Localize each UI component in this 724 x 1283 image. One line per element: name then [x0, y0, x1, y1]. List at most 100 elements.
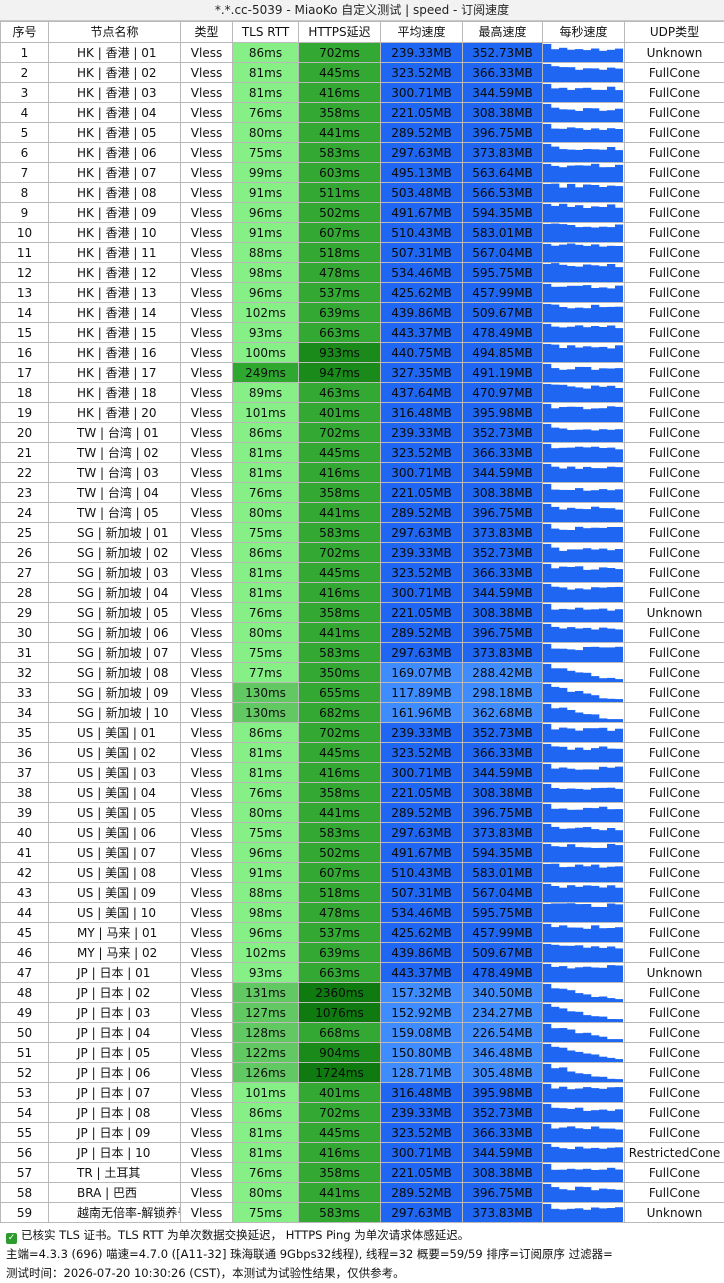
cell-per-second-speed [543, 263, 625, 283]
cell-index: 52 [1, 1063, 49, 1083]
cell-tls-rtt: 96ms [233, 843, 299, 863]
sparkline-bar [591, 108, 599, 122]
sparkline-bar [551, 788, 559, 802]
sparkline-bar [559, 88, 567, 102]
sparkline-bar [615, 1207, 623, 1222]
cell-index: 42 [1, 863, 49, 883]
cell-type: Vless [181, 63, 233, 83]
sparkline-bar [575, 88, 583, 102]
sparkline-bar [599, 628, 607, 642]
cell-node-name: SG | 新加坡 | 03 [49, 563, 181, 583]
sparkline-bar [543, 284, 551, 302]
sparkline-bar [591, 1016, 599, 1022]
cell-https-latency: 511ms [299, 183, 381, 203]
cell-type: Vless [181, 943, 233, 963]
sparkline-bar [567, 627, 575, 642]
cell-udp-type: FullCone [625, 943, 724, 963]
speed-sparkline [543, 363, 623, 382]
cell-https-latency: 663ms [299, 323, 381, 343]
cell-tls-rtt: 75ms [233, 823, 299, 843]
sparkline-bar [575, 1108, 583, 1122]
cell-max-speed: 563.64MB [463, 163, 543, 183]
cell-node-name: HK | 香港 | 07 [49, 163, 181, 183]
sparkline-bar [551, 263, 559, 282]
sparkline-bar [551, 1047, 559, 1062]
sparkline-bar [615, 1170, 623, 1183]
sparkline-bar [543, 804, 551, 822]
sparkline-bar [583, 1210, 591, 1222]
cell-type: Vless [181, 1043, 233, 1063]
sparkline-bar [615, 927, 623, 942]
cell-node-name: TW | 台湾 | 04 [49, 483, 181, 503]
cell-https-latency: 607ms [299, 223, 381, 243]
cell-udp-type: FullCone [625, 843, 724, 863]
cell-avg-speed: 439.86MB [381, 303, 463, 323]
speed-sparkline [543, 803, 623, 822]
sparkline-bar [559, 167, 567, 182]
speed-sparkline [543, 423, 623, 442]
sparkline-bar [615, 629, 623, 642]
sparkline-bar [583, 929, 591, 942]
cell-tls-rtt: 88ms [233, 883, 299, 903]
sparkline-bar [575, 828, 583, 842]
sparkline-bar [567, 1072, 575, 1083]
sparkline-bar [567, 885, 575, 902]
cell-tls-rtt: 128ms [233, 1023, 299, 1043]
cell-per-second-speed [543, 1163, 625, 1183]
sparkline-bar [607, 288, 615, 302]
cell-node-name: HK | 香港 | 16 [49, 343, 181, 363]
sparkline-bar [591, 1190, 599, 1202]
sparkline-bar [575, 527, 583, 542]
sparkline-bar [583, 848, 591, 863]
sparkline-bar [615, 904, 623, 922]
cell-https-latency: 502ms [299, 203, 381, 223]
cell-udp-type: FullCone [625, 503, 724, 523]
footer-tls-note: 已核实 TLS 证书。TLS RTT 为单次数据交换延迟， HTTPS Ping… [21, 1228, 469, 1242]
sparkline-bar [543, 64, 551, 82]
sparkline-bar [583, 1074, 591, 1082]
sparkline-bar [591, 1127, 599, 1143]
cell-index: 20 [1, 423, 49, 443]
sparkline-bar [591, 587, 599, 602]
sparkline-bar [551, 428, 559, 442]
cell-per-second-speed [543, 863, 625, 883]
sparkline-bar [543, 484, 551, 502]
cell-avg-speed: 437.64MB [381, 383, 463, 403]
cell-node-name: TW | 台湾 | 02 [49, 443, 181, 463]
sparkline-bar [615, 999, 623, 1002]
sparkline-bar [567, 1089, 575, 1102]
sparkline-bar [583, 808, 591, 822]
sparkline-bar [607, 844, 615, 862]
sparkline-bar [615, 1039, 623, 1042]
sparkline-bar [567, 968, 575, 982]
sparkline-bar [551, 846, 559, 862]
sparkline-bar [543, 704, 551, 722]
sparkline-bar [551, 886, 559, 902]
cell-udp-type: FullCone [625, 1123, 724, 1143]
speed-sparkline [543, 1003, 623, 1022]
sparkline-bar [551, 305, 559, 322]
cell-index: 56 [1, 1143, 49, 1163]
speed-sparkline [543, 723, 623, 742]
cell-udp-type: FullCone [625, 623, 724, 643]
sparkline-bar [615, 587, 623, 602]
sparkline-bar [543, 1004, 551, 1022]
speed-sparkline [543, 103, 623, 122]
sparkline-bar [559, 847, 567, 862]
cell-node-name: JP | 日本 | 05 [49, 1043, 181, 1063]
cell-index: 47 [1, 963, 49, 983]
sparkline-bar [543, 364, 551, 382]
sparkline-bar [607, 448, 615, 462]
sparkline-bar [559, 1048, 567, 1062]
sparkline-bar [591, 68, 599, 82]
sparkline-bar [543, 1104, 551, 1122]
speed-sparkline [543, 1143, 623, 1162]
sparkline-bar [607, 246, 615, 262]
cell-avg-speed: 297.63MB [381, 643, 463, 663]
sparkline-bar [599, 111, 607, 122]
